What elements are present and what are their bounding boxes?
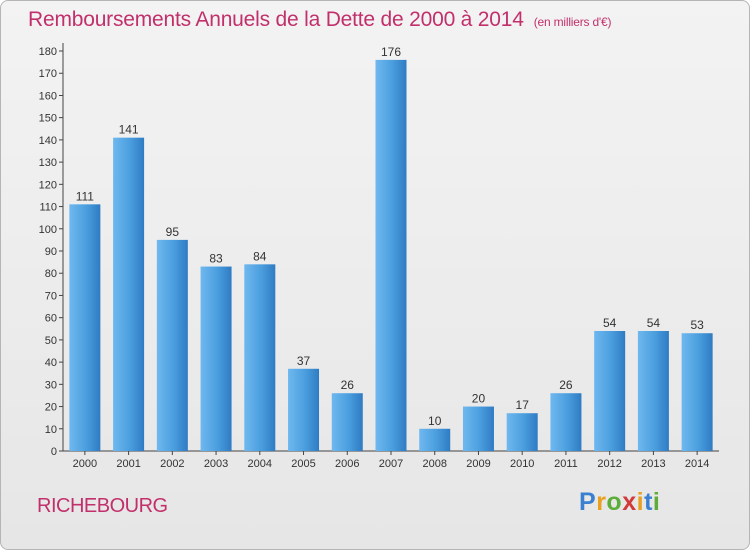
y-tick-label: 80 (45, 268, 57, 280)
data-label-2005: 37 (297, 354, 311, 368)
bar-2006 (331, 393, 363, 451)
bar-2002 (156, 239, 188, 451)
bar-2014 (681, 333, 713, 451)
x-tick-label-2008: 2008 (422, 458, 446, 470)
bar-2004 (244, 264, 276, 451)
y-tick-label: 70 (45, 290, 57, 302)
y-tick-label: 150 (39, 113, 57, 125)
bar-2008 (419, 428, 451, 451)
bar-2001 (113, 137, 145, 451)
x-tick-label-2002: 2002 (160, 458, 184, 470)
bar-2005 (288, 368, 320, 451)
x-tick-label-2010: 2010 (510, 458, 534, 470)
data-label-2011: 26 (559, 378, 573, 392)
y-tick-label: 140 (39, 135, 57, 147)
data-label-2003: 83 (209, 252, 223, 266)
data-label-2000: 111 (76, 189, 95, 203)
x-tick-label-2014: 2014 (685, 458, 709, 470)
bar-2000 (69, 204, 101, 451)
x-tick-label-2012: 2012 (597, 458, 621, 470)
x-tick-label-2000: 2000 (73, 458, 97, 470)
y-tick-label: 20 (45, 402, 57, 414)
city-name: RICHEBOURG (37, 495, 168, 517)
data-label-2001: 141 (119, 123, 139, 137)
bar-2010 (506, 413, 538, 451)
y-tick-label: 50 (45, 335, 57, 347)
data-label-2004: 84 (253, 249, 267, 263)
bar-2003 (200, 266, 232, 451)
y-tick-label: 40 (45, 357, 57, 369)
y-tick-label: 170 (39, 68, 57, 80)
y-tick-label: 0 (51, 446, 57, 458)
y-tick-label: 160 (39, 90, 57, 102)
data-label-2012: 54 (603, 316, 617, 330)
x-tick-label-2003: 2003 (204, 458, 228, 470)
bars (69, 59, 713, 452)
data-label-2014: 53 (690, 318, 704, 332)
data-label-2013: 54 (647, 316, 661, 330)
chart-title: Remboursements Annuels de la Dette de 20… (28, 8, 611, 32)
chart-title-text: Remboursements Annuels de la Dette de 20… (28, 8, 524, 31)
bar-2011 (550, 393, 582, 451)
y-tick-label: 10 (45, 424, 57, 436)
bar-2009 (462, 406, 494, 451)
bar-2013 (637, 331, 669, 451)
y-tick-label: 30 (45, 379, 57, 391)
x-tick-label-2006: 2006 (335, 458, 359, 470)
labels: 2000 111 2001 141 2002 95 2003 83 2004 84 2005 37 20… (73, 45, 710, 470)
x-tick-label-2001: 2001 (116, 458, 140, 470)
x-tick-label-2005: 2005 (291, 458, 315, 470)
data-label-2007: 176 (381, 45, 401, 59)
data-label-2010: 17 (516, 398, 530, 412)
proxiti-logo: Proxiti (579, 488, 661, 516)
x-tick-label-2009: 2009 (466, 458, 490, 470)
x-tick-label-2007: 2007 (379, 458, 403, 470)
data-label-2008: 10 (428, 414, 442, 428)
y-tick-label: 60 (45, 313, 57, 325)
y-tick-label: 110 (39, 202, 57, 214)
bar-2012 (594, 331, 626, 451)
y-tick-label: 90 (45, 246, 57, 258)
y-tick-label: 100 (39, 224, 57, 236)
x-tick-label-2011: 2011 (554, 458, 578, 470)
data-label-2006: 26 (341, 378, 355, 392)
y-tick-label: 120 (39, 179, 57, 191)
y-tick-label: 130 (39, 157, 57, 169)
y-tick-label: 180 (39, 46, 57, 58)
data-label-2009: 20 (472, 392, 486, 406)
x-tick-label-2013: 2013 (641, 458, 665, 470)
data-label-2002: 95 (166, 225, 180, 239)
chart-unit: (en milliers d'€) (533, 15, 612, 29)
bar-2007 (375, 59, 407, 452)
x-tick-label-2004: 2004 (248, 458, 272, 470)
